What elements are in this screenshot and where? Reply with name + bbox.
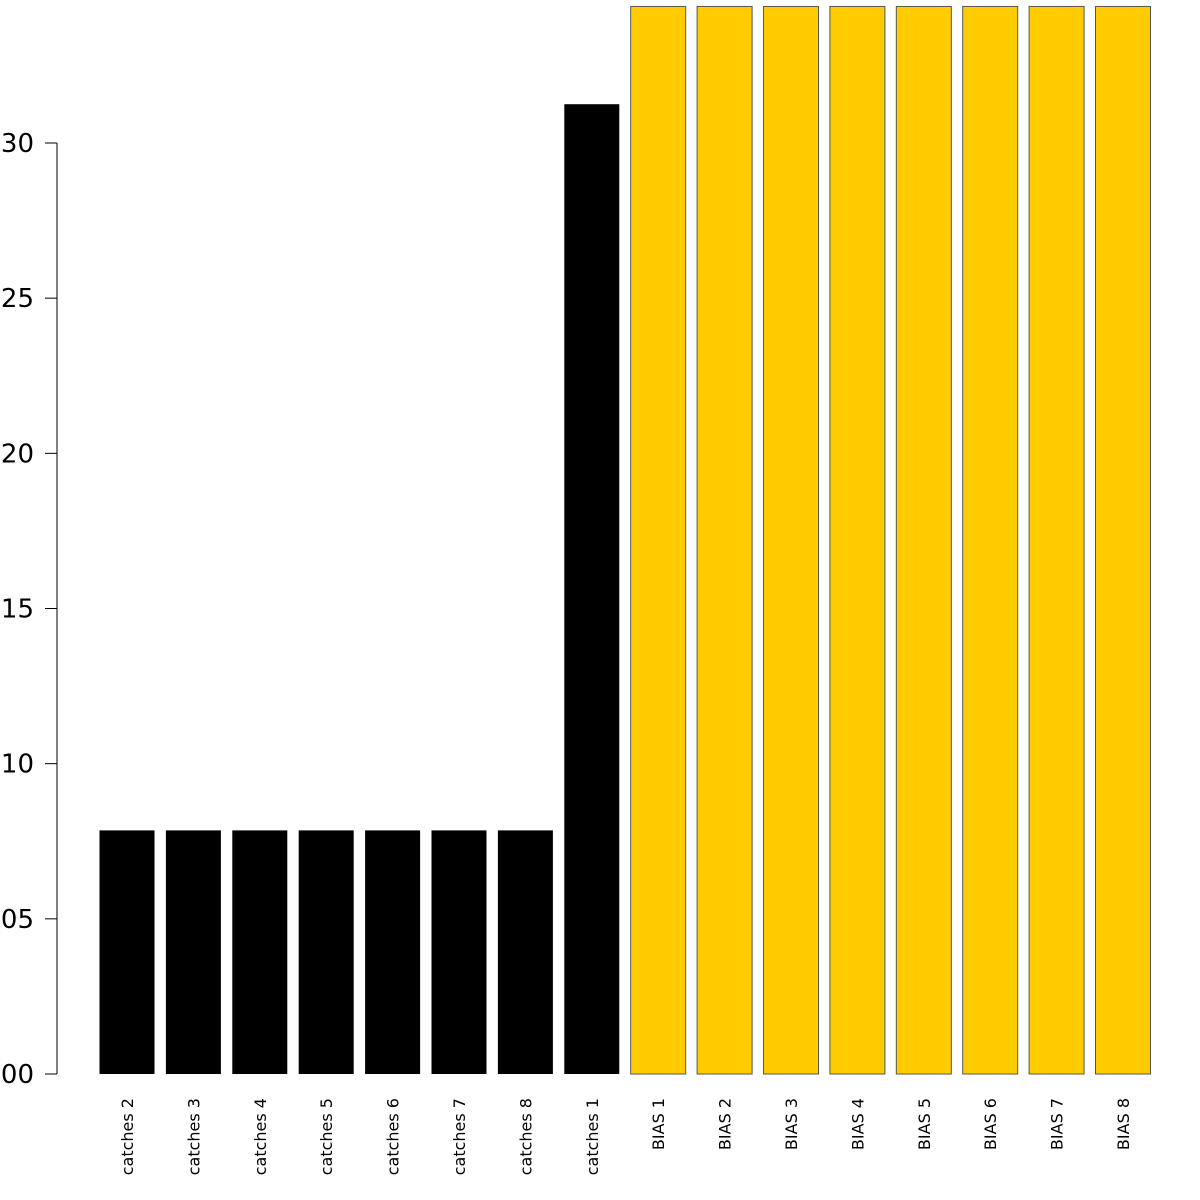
x-label-bias-4: BIAS 4	[848, 1098, 867, 1150]
bar-catches-1	[564, 104, 620, 1075]
x-label-bias-5: BIAS 5	[915, 1098, 934, 1150]
bar-bias-4	[829, 5, 886, 1075]
x-label-bias-8: BIAS 8	[1114, 1098, 1133, 1150]
x-label-bias-6: BIAS 6	[981, 1098, 1000, 1150]
y-tick-label: 10	[1, 750, 34, 780]
y-tick-label: 25	[1, 284, 34, 314]
x-label-catches-6: catches 6	[384, 1098, 403, 1175]
bar-bias-1	[630, 5, 687, 1075]
y-tick-label: 30	[1, 129, 34, 159]
x-label-catches-5: catches 5	[317, 1098, 336, 1175]
bar-bias-5	[895, 5, 952, 1075]
bar-catches-5	[298, 830, 354, 1074]
bar-bias-8	[1095, 5, 1151, 1075]
x-label-catches-2: catches 2	[118, 1098, 137, 1175]
y-tick-label: 20	[1, 439, 34, 469]
bar-catches-6	[365, 830, 421, 1074]
x-label-catches-7: catches 7	[450, 1098, 469, 1175]
x-axis-labels: catches 2 catches 3 catches 4 catches 5 catc…	[118, 1098, 1133, 1175]
bar-bias-6	[962, 5, 1019, 1075]
bars	[99, 5, 1151, 1075]
x-label-catches-8: catches 8	[516, 1098, 535, 1175]
x-label-catches-1: catches 1	[583, 1098, 602, 1175]
x-label-bias-7: BIAS 7	[1048, 1098, 1067, 1150]
bar-bias-3	[763, 5, 819, 1075]
bar-catches-4	[232, 830, 288, 1074]
bar-bias-2	[696, 5, 753, 1075]
y-tick-label: 00	[1, 1060, 34, 1090]
bar-catches-2	[99, 830, 155, 1074]
x-label-catches-3: catches 3	[184, 1098, 203, 1175]
y-tick-label: 15	[1, 595, 34, 625]
x-label-catches-4: catches 4	[251, 1098, 270, 1175]
x-label-bias-3: BIAS 3	[782, 1098, 801, 1150]
bar-bias-7	[1028, 5, 1085, 1075]
x-label-bias-1: BIAS 1	[649, 1098, 668, 1150]
bar-catches-3	[165, 830, 221, 1074]
bar-catches-8	[497, 830, 553, 1074]
bar-catches-7	[431, 830, 487, 1074]
y-tick-label: 05	[1, 905, 34, 935]
x-label-bias-2: BIAS 2	[716, 1098, 735, 1150]
y-axis: 00 05 10 15 20 25 30	[1, 129, 58, 1090]
